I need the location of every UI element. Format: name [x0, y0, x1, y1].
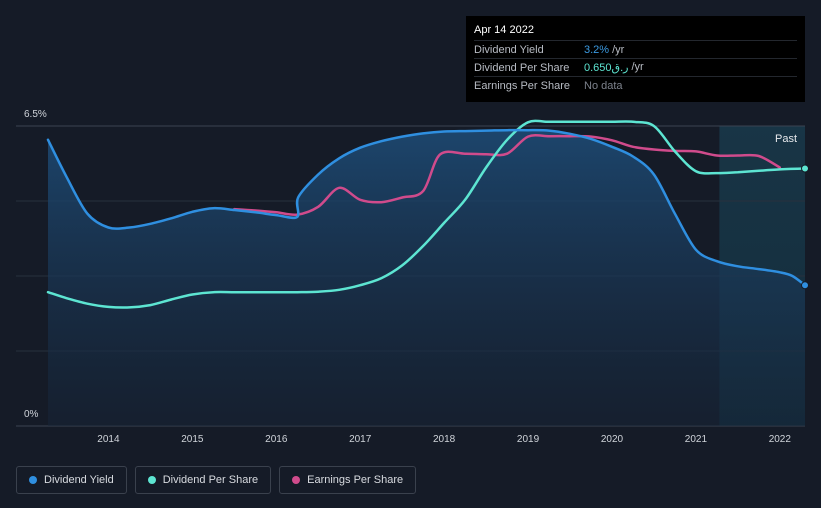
- x-tick-label: 2020: [601, 434, 624, 445]
- x-tick-label: 2021: [685, 434, 708, 445]
- y-tick-label: 6.5%: [24, 109, 47, 120]
- legend-item-earnings-per-share[interactable]: Earnings Per Share: [279, 466, 417, 494]
- tooltip-label: Dividend Per Share: [474, 61, 570, 74]
- dividend-yield-area: [48, 130, 805, 426]
- legend-dot-icon: [292, 476, 301, 484]
- tooltip-value: 3.2%: [584, 43, 610, 56]
- dps-line: [46, 119, 807, 309]
- x-tick-label: 2018: [433, 434, 456, 445]
- legend-label: Dividend Yield: [44, 474, 114, 486]
- tooltip-value: 0.650ر.ق: [584, 62, 629, 74]
- x-tick-label: 2019: [517, 434, 540, 445]
- x-tick-label: 2014: [97, 434, 120, 445]
- legend-item-dividend-yield[interactable]: Dividend Yield: [16, 466, 127, 494]
- tooltip-row-dividend-per-share: Dividend Per Share 0.650ر.ق /yr: [474, 58, 797, 76]
- tooltip-value: No data: [584, 79, 623, 92]
- x-tick-label: 2022: [769, 434, 792, 445]
- legend-dot-icon: [147, 476, 156, 484]
- x-tick-label: 2015: [181, 434, 204, 445]
- tooltip-row-earnings-per-share: Earnings Per Share No data: [474, 76, 797, 94]
- chart-legend: Dividend Yield Dividend Per Share Earnin…: [16, 466, 417, 494]
- tooltip-unit: /yr: [612, 43, 625, 56]
- y-tick-label: 0%: [24, 409, 39, 420]
- yield-line: [46, 128, 807, 287]
- legend-label: Earnings Per Share: [307, 474, 404, 486]
- tooltip-unit: /yr: [631, 61, 644, 73]
- dps-end-marker: [801, 164, 809, 173]
- tooltip-row-dividend-yield: Dividend Yield 3.2% /yr: [474, 40, 797, 58]
- yield-end-marker: [801, 281, 809, 290]
- chart-lines: [46, 119, 807, 309]
- tooltip-date: Apr 14 2022: [474, 24, 534, 36]
- x-tick-label: 2017: [349, 434, 372, 445]
- tooltip-label: Dividend Yield: [474, 43, 544, 56]
- x-tick-label: 2016: [265, 434, 288, 445]
- legend-dot-icon: [29, 476, 37, 484]
- hover-tooltip: Apr 14 2022 Dividend Yield 3.2% /yr Divi…: [466, 16, 805, 102]
- past-label: Past: [775, 133, 797, 145]
- chart-areas: [48, 130, 805, 426]
- tooltip-label: Earnings Per Share: [474, 79, 570, 92]
- chart-labels: 6.5% 0% 2014 2015 2016 2017 2018 2019 2020 2021 20…: [24, 109, 797, 445]
- eps-line: [233, 133, 782, 217]
- dividend-chart: 6.5% 0% 2014 2015 2016 2017 2018 2019 2020 2021 20…: [16, 109, 809, 445]
- chart-end-markers: [801, 164, 809, 290]
- legend-label: Dividend Per Share: [162, 474, 259, 486]
- legend-item-dividend-per-share[interactable]: Dividend Per Share: [134, 466, 272, 494]
